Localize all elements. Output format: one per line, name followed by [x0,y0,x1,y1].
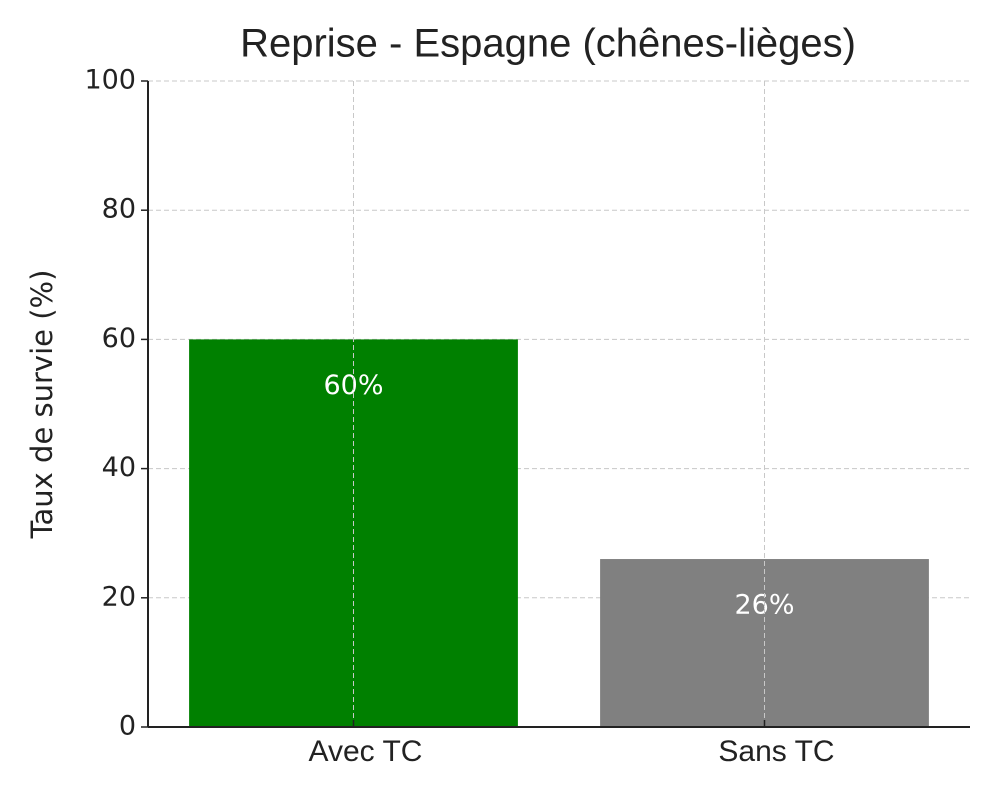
chart-title: Reprise - Espagne (chênes-lièges) [240,22,856,66]
x-tick-label: Sans TC [718,735,834,768]
y-tick-label: 100 [84,65,136,96]
y-tick-label: 80 [102,194,136,225]
y-tick-label: 20 [102,581,136,612]
x-tick-label: Avec TC [309,735,423,768]
y-tick-label: 40 [102,452,136,483]
y-axis-label: Taux de survie (%) [25,270,59,540]
y-tick-label: 60 [102,323,136,354]
y-tick-label: 0 [119,711,136,742]
